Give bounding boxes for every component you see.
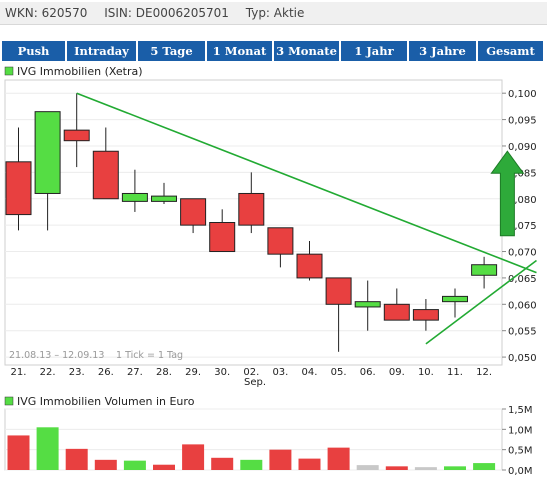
volume-legend-label: IVG Immobilien Volumen in Euro (17, 395, 195, 408)
x-tick-label: 26. (98, 367, 114, 378)
tab-1-monat[interactable]: 1 Monat (207, 41, 272, 61)
candle-down (63, 129, 90, 142)
date-range-label: 21.08.13 – 12.09.13 (9, 350, 104, 361)
volume-legend-swatch (4, 396, 14, 406)
volume-bar (153, 464, 175, 470)
volume-bar (269, 449, 292, 470)
month-label: Sep. (244, 377, 266, 388)
tab-push[interactable]: Push (2, 41, 65, 61)
price-y-tick-label: 0,090 (508, 142, 537, 153)
volume-bar (94, 459, 117, 470)
price-y-tick-label: 0,080 (508, 195, 537, 206)
x-tick-label: 11. (447, 367, 463, 378)
tab-gesamt[interactable]: Gesamt (478, 41, 543, 61)
volume-bar (123, 460, 146, 470)
volume-bar (473, 463, 496, 470)
candle-down (412, 309, 439, 321)
tab-intraday[interactable]: Intraday (67, 41, 136, 61)
candle-down (238, 192, 265, 226)
price-legend-swatch (4, 66, 14, 76)
up-arrow-icon (490, 150, 525, 237)
volume-y-tick-label: 0,0M (508, 466, 533, 477)
price-y-tick-label: 0,055 (508, 327, 537, 338)
tab-3-jahre[interactable]: 3 Jahre (409, 41, 476, 61)
x-tick-label: 09. (389, 367, 405, 378)
volume-bar (36, 427, 59, 470)
candle-up (442, 295, 468, 303)
candle-up (121, 192, 148, 202)
x-tick-label: 06. (360, 367, 376, 378)
candle-up (354, 301, 381, 308)
volume-bar (211, 457, 234, 470)
type-label: Typ: Aktie (245, 6, 305, 20)
candle-up (151, 195, 177, 202)
tab-5-tage[interactable]: 5 Tage (138, 41, 205, 61)
x-tick-label: 12. (476, 367, 492, 378)
x-tick-label: 28. (156, 367, 172, 378)
volume-bar (182, 444, 205, 470)
price-y-tick-label: 0,050 (508, 353, 537, 364)
volume-y-tick-label: 1,0M (508, 425, 533, 436)
tab-3-monate[interactable]: 3 Monate (274, 41, 339, 61)
candle-down (209, 222, 236, 253)
price-y-tick-label: 0,085 (508, 168, 537, 179)
volume-y-tick-label: 1,5M (508, 405, 533, 416)
volume-bar (385, 466, 408, 470)
volume-bar (7, 435, 30, 470)
price-y-tick-label: 0,070 (508, 248, 537, 259)
price-y-tick-label: 0,065 (508, 274, 537, 285)
price-legend-label: IVG Immobilien (Xetra) (17, 65, 143, 78)
volume-bar (356, 465, 379, 470)
volume-bar (327, 447, 350, 470)
candle-down (180, 198, 207, 226)
trendline (425, 259, 537, 345)
volume-bar (414, 467, 437, 470)
x-tick-label: 23. (69, 367, 85, 378)
candle-down (325, 277, 352, 305)
x-tick-label: 22. (40, 367, 56, 378)
tick-info-label: 1 Tick = 1 Tag (116, 350, 183, 361)
candle-down (92, 150, 119, 200)
trendline (76, 92, 537, 274)
volume-bar (298, 458, 321, 470)
x-tick-label: 03. (272, 367, 288, 378)
x-tick-label: 05. (331, 367, 347, 378)
candle-down (267, 227, 294, 255)
volume-bar (65, 448, 88, 470)
price-y-tick-label: 0,100 (508, 89, 537, 100)
tab-1-jahr[interactable]: 1 Jahr (341, 41, 407, 61)
isin-label: ISIN: DE0006205701 (104, 6, 229, 20)
price-y-tick-label: 0,095 (508, 116, 537, 127)
volume-y-tick-label: 0,5M (508, 446, 533, 457)
candle-up (471, 264, 498, 276)
wkn-label: WKN: 620570 (5, 6, 88, 20)
candle-down (5, 161, 32, 216)
x-tick-label: 04. (302, 367, 318, 378)
timeframe-tabs: Push Intraday 5 Tage 1 Monat 3 Monate 1 … (2, 41, 547, 61)
price-y-tick-label: 0,075 (508, 221, 537, 232)
x-tick-label: 29. (185, 367, 201, 378)
x-tick-label: 02. (243, 367, 259, 378)
x-tick-label: 10. (418, 367, 434, 378)
x-tick-label: 21. (11, 367, 27, 378)
security-info-bar: WKN: 620570 ISIN: DE0006205701 Typ: Akti… (0, 2, 547, 25)
candle-down (296, 253, 323, 279)
x-tick-label: 30. (214, 367, 230, 378)
candle-up (34, 111, 61, 194)
x-tick-label: 27. (127, 367, 143, 378)
volume-bar (240, 459, 263, 470)
volume-bar (444, 466, 466, 470)
price-y-tick-label: 0,060 (508, 300, 537, 311)
candle-down (383, 303, 410, 321)
